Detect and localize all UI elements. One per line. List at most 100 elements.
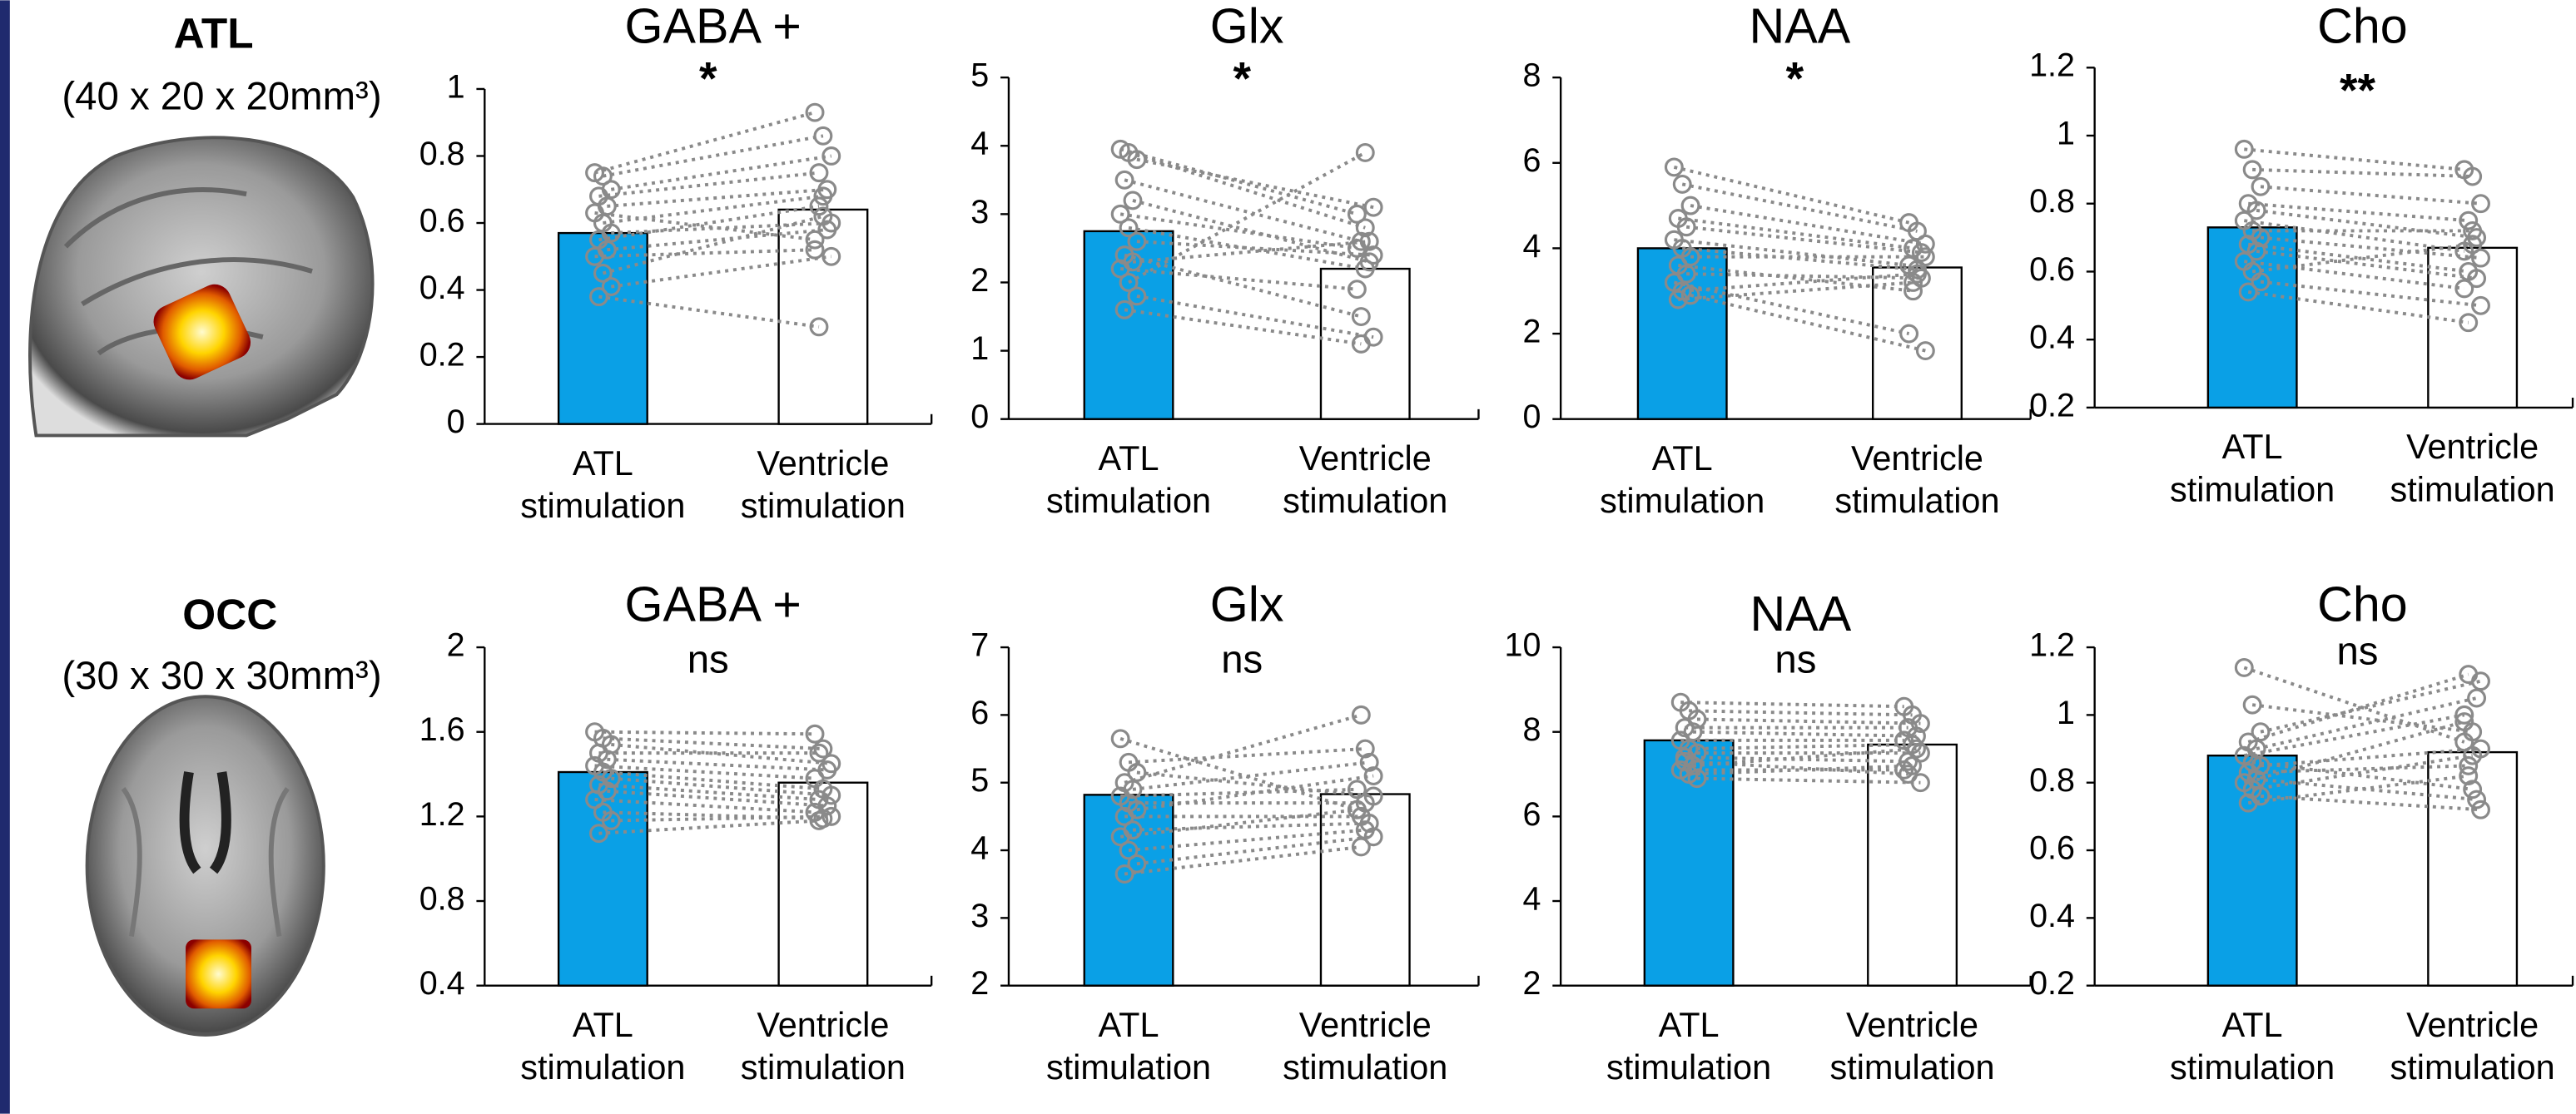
subject-link xyxy=(1120,149,1357,214)
y-tick-label: 4 xyxy=(970,829,989,866)
y-tick-label: 4 xyxy=(970,126,989,162)
x-tick-label: Ventricle stimulation xyxy=(1819,438,2016,524)
subject-link xyxy=(1689,710,1912,715)
y-tick-label: 5 xyxy=(970,762,989,799)
subject-link xyxy=(2244,667,2464,741)
y-tick-label: 1 xyxy=(970,330,989,367)
subject-link xyxy=(1680,702,1903,706)
region-size: (40 x 20 x 20mm³) xyxy=(62,74,381,118)
x-tick-label: Ventricle stimulation xyxy=(1267,1005,1464,1091)
subject-link xyxy=(2261,681,2480,732)
y-tick-label: 0.6 xyxy=(2029,251,2075,288)
x-tick-label: Ventricle stimulation xyxy=(2374,1005,2571,1091)
y-tick-label: 2 xyxy=(1523,313,1541,349)
significance-label: ns xyxy=(687,637,729,681)
significance-label: ns xyxy=(2336,629,2378,673)
border-strip xyxy=(0,0,10,1113)
y-tick-label: 0.4 xyxy=(419,270,465,306)
page: {"regions": [ {"name": "ATL", "size": "(… xyxy=(0,0,2576,1114)
y-tick-label: 0.8 xyxy=(419,136,465,172)
occ-brain-image xyxy=(87,696,324,1035)
region-size: (30 x 30 x 30mm³) xyxy=(62,654,381,698)
subject-link xyxy=(2252,170,2472,176)
subject-point xyxy=(1674,176,1690,193)
subject-link xyxy=(1674,167,1908,223)
roi-box xyxy=(186,939,251,1008)
y-tick-label: 3 xyxy=(970,898,989,934)
x-tick-label-box: ATL stimulation xyxy=(2137,428,2367,526)
y-tick-label: 6 xyxy=(1523,796,1541,833)
y-tick-label: 4 xyxy=(1523,228,1541,265)
subject-link xyxy=(595,732,815,735)
x-tick-label: Ventricle stimulation xyxy=(1814,1005,2011,1091)
subject-link xyxy=(1693,732,1916,736)
subject-link xyxy=(1137,773,1373,796)
significance-label: * xyxy=(1233,53,1251,105)
y-tick-label: 1 xyxy=(447,68,465,105)
x-tick-label: Ventricle stimulation xyxy=(2374,428,2571,513)
x-tick-label: ATL stimulation xyxy=(1030,1005,1228,1091)
significance-label: * xyxy=(1786,53,1804,105)
subject-point xyxy=(2236,141,2252,157)
x-tick-label-box: ATL stimulation xyxy=(488,443,717,542)
y-tick-label: 0.8 xyxy=(2029,183,2075,220)
y-tick-label: 0.2 xyxy=(419,337,465,374)
y-tick-label: 0.6 xyxy=(419,202,465,239)
chart-title: Glx xyxy=(1210,576,1284,631)
y-tick-label: 1.2 xyxy=(419,796,465,833)
x-tick-label-box: Ventricle stimulation xyxy=(1802,438,2032,537)
region-name: ATL xyxy=(174,9,254,57)
subject-link xyxy=(1690,205,1925,244)
significance-label: ns xyxy=(1221,637,1263,681)
subject-point xyxy=(1365,199,1382,215)
y-tick-label: 0.2 xyxy=(2029,387,2075,423)
subject-link xyxy=(2244,149,2464,170)
y-tick-label: 0.4 xyxy=(2029,319,2075,356)
x-tick-label: Ventricle stimulation xyxy=(724,443,921,529)
x-tick-label: Ventricle stimulation xyxy=(1267,438,1464,524)
chart-title: Cho xyxy=(2317,0,2408,54)
chart-title: Glx xyxy=(1210,0,1284,54)
y-tick-label: 1 xyxy=(2057,115,2075,151)
y-tick-label: 0 xyxy=(447,404,465,440)
y-tick-label: 2 xyxy=(970,262,989,299)
y-tick-label: 0.4 xyxy=(2029,898,2075,934)
y-tick-label: 1.6 xyxy=(419,711,465,748)
atl-brain-image xyxy=(30,137,373,435)
y-tick-label: 8 xyxy=(1523,711,1541,748)
chart-title: NAA xyxy=(1749,0,1850,54)
y-tick-label: 2 xyxy=(970,965,989,1002)
chart-title: Cho xyxy=(2317,576,2408,631)
subject-link xyxy=(1124,715,1361,782)
y-tick-label: 0.4 xyxy=(419,965,465,1002)
x-tick-label: ATL stimulation xyxy=(504,1005,702,1091)
x-tick-label: ATL stimulation xyxy=(1030,438,1228,524)
x-tick-label: ATL stimulation xyxy=(1584,438,1781,524)
x-tick-label: ATL stimulation xyxy=(2154,1005,2351,1091)
y-tick-label: 4 xyxy=(1523,880,1541,917)
y-tick-label: 0.2 xyxy=(2029,965,2075,1002)
x-tick-label-box: Ventricle stimulation xyxy=(1797,1005,2027,1103)
figure: ATL (40 x 20 x 20mm³) OCC (30 x 30 x 30m… xyxy=(0,0,2576,1114)
bar xyxy=(2208,755,2297,985)
x-tick-label-box: ATL stimulation xyxy=(488,1005,717,1103)
x-tick-label-box: ATL stimulation xyxy=(1014,1005,1243,1103)
x-tick-label-box: ATL stimulation xyxy=(2137,1005,2367,1103)
subject-link xyxy=(1682,184,1917,230)
y-tick-label: 1.2 xyxy=(2029,47,2075,84)
significance-label: * xyxy=(699,53,717,105)
y-tick-label: 3 xyxy=(970,194,989,230)
subject-link xyxy=(1129,749,1365,762)
y-tick-label: 5 xyxy=(970,57,989,94)
subject-link xyxy=(1133,762,1369,790)
y-tick-label: 6 xyxy=(1523,142,1541,179)
subject-link xyxy=(1697,719,1920,723)
y-tick-label: 1.2 xyxy=(2029,626,2075,663)
x-tick-label-box: Ventricle stimulation xyxy=(708,443,938,542)
region-name: OCC xyxy=(182,591,277,638)
x-tick-label-box: ATL stimulation xyxy=(1014,438,1243,537)
significance-label: ns xyxy=(1774,637,1816,681)
y-tick-label: 1 xyxy=(2057,695,2075,731)
y-tick-label: 0 xyxy=(970,399,989,435)
subject-point xyxy=(2236,660,2252,676)
